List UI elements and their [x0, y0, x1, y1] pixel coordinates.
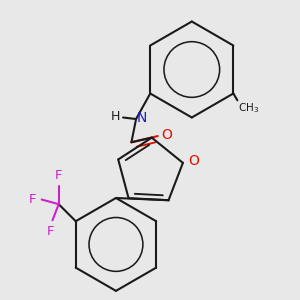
Text: CH$_3$: CH$_3$ — [238, 101, 259, 115]
Text: N: N — [137, 111, 147, 125]
Text: F: F — [29, 193, 37, 206]
Text: O: O — [161, 128, 172, 142]
Text: O: O — [188, 154, 199, 168]
Text: F: F — [47, 225, 55, 238]
Text: H: H — [111, 110, 121, 123]
Text: F: F — [55, 169, 62, 182]
